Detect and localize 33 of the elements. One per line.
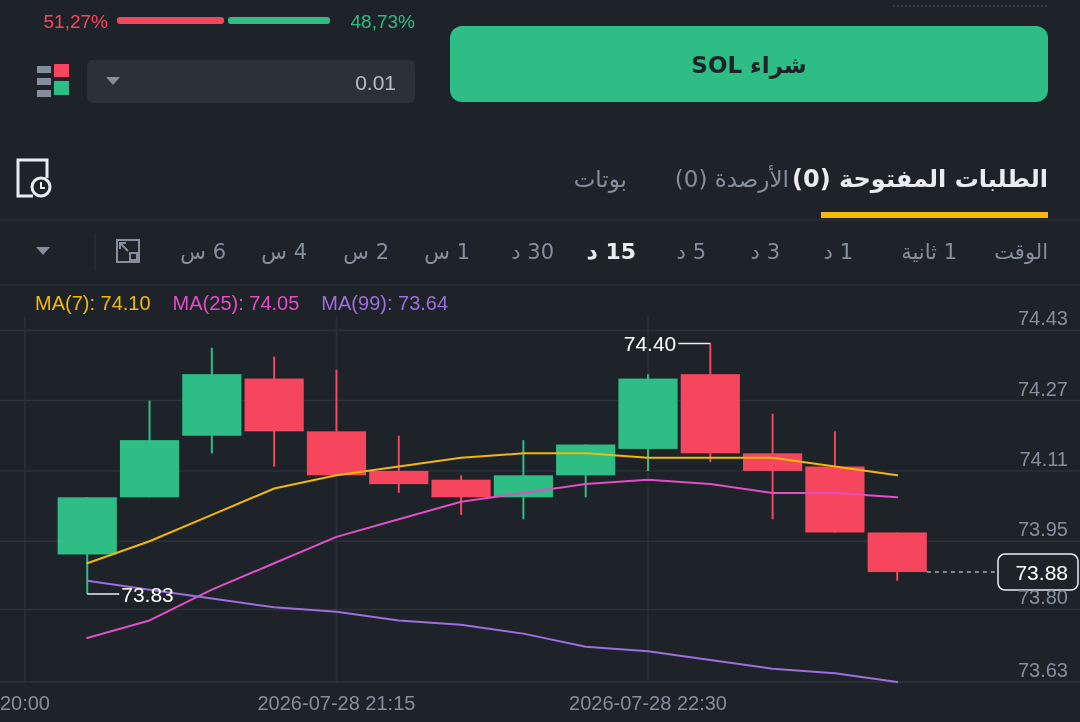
text: 48,73% xyxy=(350,11,416,32)
y-tick-label: 74.11 xyxy=(1019,447,1068,470)
x-tick-label: 2026-07-28 21:15 xyxy=(257,692,416,714)
annotation: 74.40 xyxy=(623,332,677,356)
text: 1 ثانية xyxy=(901,240,957,264)
text: الطلبات المفتوحة (0) xyxy=(792,165,1048,193)
y-tick-label: 73.63 xyxy=(1017,659,1068,681)
text: الأرصدة (0) xyxy=(674,165,789,193)
text: 3 د xyxy=(750,240,780,264)
text: 4 س xyxy=(261,240,307,264)
y-tick-label: 73.95 xyxy=(1017,518,1068,541)
y-tick-label: 73.80 xyxy=(1017,586,1068,609)
text: MA(25): 74.05 xyxy=(172,292,300,314)
text: 6 س xyxy=(180,240,226,264)
text: بوتات xyxy=(573,166,627,193)
y-tick-label: 74.27 xyxy=(1017,377,1068,400)
text: 30 د xyxy=(511,240,554,264)
text: 15 د xyxy=(586,239,636,264)
text: الوقت xyxy=(994,240,1048,264)
text: 5 د xyxy=(676,240,706,264)
text: MA(7): 74.10 xyxy=(35,292,151,314)
ref-line-label: 73.88 xyxy=(1015,561,1068,585)
text: 0.01 xyxy=(355,71,396,94)
y-tick-label: 74.43 xyxy=(1017,307,1068,330)
x-tick-label: 20:00 xyxy=(0,692,50,714)
text: شراء SOL xyxy=(691,52,807,79)
text: 2 س xyxy=(343,240,389,264)
text: 1 س xyxy=(424,240,470,264)
text: 1 د xyxy=(823,240,853,264)
text: 51,27% xyxy=(43,11,109,32)
x-tick-label: 2026-07-28 22:30 xyxy=(569,692,727,714)
annotation: 73.83 xyxy=(121,583,174,607)
text: MA(99): 73.64 xyxy=(321,292,449,314)
